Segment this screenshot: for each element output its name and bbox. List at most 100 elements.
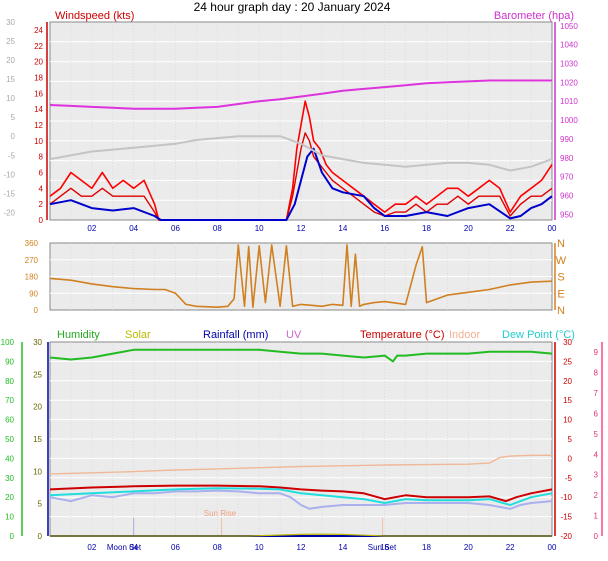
baro-tick-label: 1050 <box>560 22 578 31</box>
uv-tick-label: 8 <box>594 369 599 378</box>
uv-tick-label: 9 <box>594 348 599 357</box>
hour-tick-label: 22 <box>506 224 515 233</box>
baro-tick-label: 950 <box>560 210 574 219</box>
temp-gray-tick-label: -10 <box>3 170 15 179</box>
moon-set-label: Moon Set <box>107 543 142 552</box>
temp-tick-label: -5 <box>565 474 573 483</box>
humidity-tick-label: 100 <box>1 338 15 347</box>
temp-tick-label: -10 <box>560 493 572 502</box>
temp-gray-tick-label: -5 <box>8 151 16 160</box>
temperature-series-group <box>49 348 553 537</box>
temp-tick-label: -15 <box>560 513 572 522</box>
temperature-grid <box>50 342 552 536</box>
wind-series-group <box>49 79 553 221</box>
sun-set-label: Sun Set <box>368 543 397 552</box>
rain-tick-label: 20 <box>33 403 42 412</box>
wind-tick-label: 18 <box>34 73 43 82</box>
hour-tick-label: 18 <box>422 224 431 233</box>
series-temp <box>49 484 553 503</box>
compass-label: S <box>557 272 564 284</box>
temp-tick-label: 0 <box>568 454 573 463</box>
series-gust <box>49 100 553 221</box>
series-avg <box>49 147 553 221</box>
hour-tick-label: 06 <box>171 543 180 552</box>
temp-tick-label: 15 <box>563 396 572 405</box>
wind-tick-label: 8 <box>39 153 44 162</box>
legend-solar: Solar <box>125 329 151 341</box>
wind-tick-label: 14 <box>34 105 43 114</box>
wind-tick-label: 6 <box>39 168 44 177</box>
hour-tick-label: 12 <box>297 224 306 233</box>
direction-tick-label: 0 <box>34 306 39 315</box>
rain-tick-label: 5 <box>38 500 43 509</box>
baro-tick-label: 1000 <box>560 116 578 125</box>
legend-temperature: Temperature (°C) <box>360 329 444 341</box>
direction-tick-label: 180 <box>25 273 39 282</box>
temp-gray-tick-label: 25 <box>6 37 15 46</box>
rain-tick-label: 30 <box>33 338 42 347</box>
baro-tick-label: 1020 <box>560 78 578 87</box>
temp-tick-label: 20 <box>563 377 572 386</box>
temperature-axes: 0102030405060708090100051015202530-20-15… <box>1 338 603 552</box>
wind-axes: 024681012141618202224-20-15-10-505101520… <box>3 18 578 233</box>
hour-tick-label: 20 <box>464 543 473 552</box>
baro-tick-label: 960 <box>560 191 574 200</box>
hour-tick-label: 04 <box>129 543 138 552</box>
hour-tick-label: 16 <box>380 224 389 233</box>
legend-rainfall: Rainfall (mm) <box>203 329 268 341</box>
sun-rise-label: Sun Rise <box>204 509 237 518</box>
series-dew <box>49 487 553 506</box>
uv-tick-label: 1 <box>594 512 599 521</box>
direction-tick-label: 360 <box>25 239 39 248</box>
series-wind <box>49 132 553 221</box>
humidity-tick-label: 50 <box>5 435 14 444</box>
baro-tick-label: 970 <box>560 173 574 182</box>
temp-gray-tick-label: 5 <box>11 113 16 122</box>
series-humidity <box>49 348 553 363</box>
humidity-tick-label: 40 <box>5 454 14 463</box>
baro-tick-label: 1040 <box>560 41 578 50</box>
temp-gray-tick-label: 30 <box>6 18 15 27</box>
wind-grid <box>50 22 552 220</box>
wind-tick-label: 12 <box>34 121 43 130</box>
series-baro <box>49 79 552 110</box>
direction-grid <box>50 243 552 310</box>
series-tempGray <box>49 135 553 172</box>
humidity-tick-label: 80 <box>5 377 14 386</box>
legend-indoor: Indoor <box>449 329 481 341</box>
windspeed-axis-label: Windspeed (kts) <box>55 10 134 22</box>
temp-tick-label: 10 <box>563 416 572 425</box>
wind-tick-label: 2 <box>39 200 44 209</box>
hour-tick-label: 02 <box>87 224 96 233</box>
temperature-panel: 0102030405060708090100051015202530-20-15… <box>1 329 603 552</box>
hour-tick-label: 08 <box>213 224 222 233</box>
hour-tick-label: 10 <box>255 224 264 233</box>
temp-tick-label: 25 <box>563 357 572 366</box>
uv-tick-label: 4 <box>594 450 599 459</box>
direction-tick-label: 90 <box>29 289 38 298</box>
humidity-tick-label: 90 <box>5 357 14 366</box>
rain-tick-label: 10 <box>33 467 42 476</box>
uv-tick-label: 3 <box>594 471 599 480</box>
compass-label: N <box>557 238 565 250</box>
hour-tick-label: 16 <box>380 543 389 552</box>
compass-label: E <box>557 288 564 300</box>
wind-tick-label: 16 <box>34 89 43 98</box>
series-solar <box>50 533 552 537</box>
hour-tick-label: 08 <box>213 543 222 552</box>
hour-tick-label: 02 <box>87 543 96 552</box>
temp-gray-tick-label: -20 <box>3 208 15 217</box>
baro-tick-label: 1010 <box>560 97 578 106</box>
baro-tick-label: 1030 <box>560 59 578 68</box>
series-apparent <box>49 489 553 510</box>
humidity-tick-label: 70 <box>5 396 14 405</box>
graph-title: 24 hour graph day : 20 January 2024 <box>194 0 391 14</box>
humidity-tick-label: 30 <box>5 474 14 483</box>
hour-tick-label: 12 <box>297 543 306 552</box>
temp-gray-tick-label: 0 <box>11 132 16 141</box>
uv-tick-label: 7 <box>594 389 599 398</box>
hour-tick-label: 18 <box>422 543 431 552</box>
direction-series-group <box>49 244 553 309</box>
